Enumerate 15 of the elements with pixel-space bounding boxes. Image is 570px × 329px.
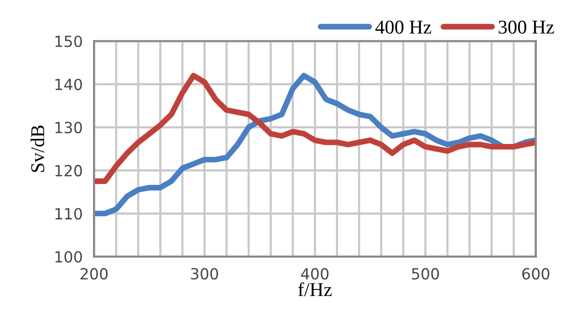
x-tick-label: 400 <box>301 268 328 280</box>
y-tick-label: 130 <box>55 122 82 134</box>
legend-label: 300 Hz <box>498 20 554 34</box>
y-tick-label: 120 <box>55 164 82 176</box>
legend-label: 400 Hz <box>375 20 432 34</box>
x-tick-label: 600 <box>522 268 550 280</box>
y-axis-title: Sv/dB <box>30 126 44 172</box>
x-tick-label: 500 <box>412 268 439 280</box>
y-tick-label: 140 <box>55 78 82 90</box>
y-tick-label: 110 <box>55 208 82 220</box>
x-tick-label: 300 <box>191 268 218 280</box>
y-tick-label: 100 <box>55 251 82 263</box>
x-tick-label: 200 <box>80 268 108 280</box>
y-tick-label: 150 <box>55 36 82 48</box>
x-axis-title: f/Hz <box>298 282 332 296</box>
